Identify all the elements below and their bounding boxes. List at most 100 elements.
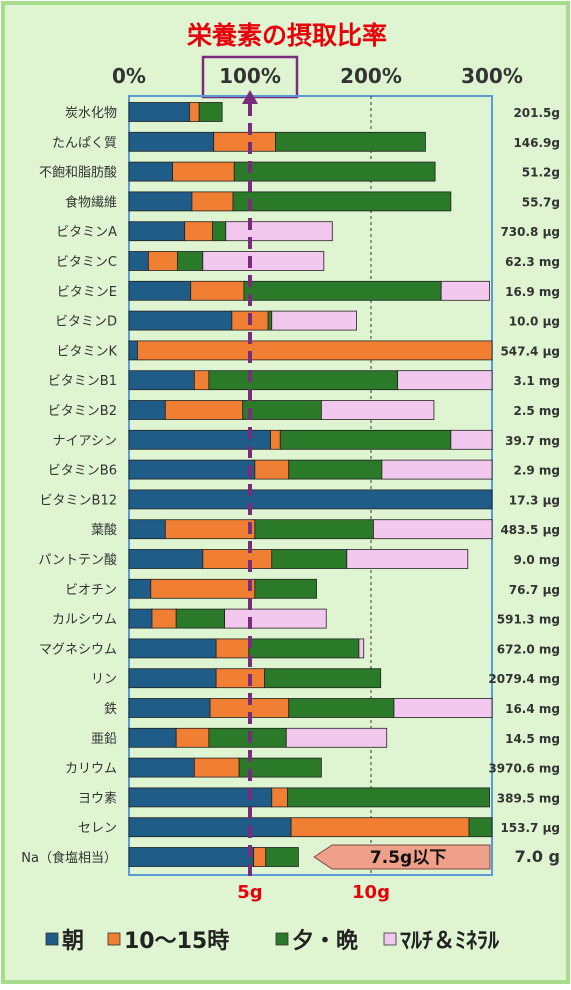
- legend-label: 朝: [62, 928, 84, 954]
- bar-segment: [238, 757, 322, 778]
- x-tick-label: 200%: [340, 64, 402, 88]
- legend-label: 夕・晩: [292, 928, 358, 954]
- amount-label: 3.1 mg: [513, 374, 560, 388]
- bottom-threshold-label: 5g: [237, 882, 262, 903]
- amount-label: 17.3 μg: [509, 493, 560, 507]
- category-label: カリウム: [65, 762, 117, 777]
- bar-segment: [128, 668, 217, 689]
- bar-segment: [128, 400, 166, 420]
- bar-segment: [128, 191, 193, 212]
- bar-segment: [193, 370, 210, 391]
- category-label: たんぱく質: [52, 136, 117, 151]
- bar-segment: [224, 608, 327, 629]
- bar-segment: [267, 310, 273, 331]
- amount-label: 76.7 μg: [509, 583, 560, 597]
- legend-swatch: [383, 932, 397, 946]
- bar-segment: [190, 280, 245, 301]
- bar-segment: [248, 638, 360, 659]
- category-label: ビタミンE: [57, 285, 117, 300]
- bar-segment: [440, 280, 490, 301]
- bar-segment: [128, 131, 215, 152]
- amount-label: 591.3 mg: [497, 613, 560, 627]
- amount-label: 547.4 μg: [500, 344, 560, 358]
- amount-label: 2079.4 mg: [488, 672, 560, 686]
- bar-segment: [208, 727, 287, 748]
- bar-segment: [128, 519, 166, 540]
- bar-segment: [150, 578, 256, 599]
- category-label: 亜鉛: [91, 732, 117, 747]
- category-label: ビタミンB6: [48, 464, 117, 479]
- category-label: マグネシウム: [39, 642, 117, 657]
- category-label: カルシウム: [52, 613, 117, 628]
- category-label: ビタミンB1: [48, 374, 117, 389]
- reference-arrow-head: [242, 90, 258, 104]
- bar-segment: [285, 727, 388, 748]
- category-label: ビタミンB12: [40, 493, 117, 508]
- bar-segment: [288, 698, 395, 718]
- category-label: 炭水化物: [65, 106, 117, 121]
- amount-label: 9.0 mg: [513, 553, 560, 567]
- amount-label: 389.5 mg: [497, 791, 560, 805]
- chart-title: 栄養素の摂取比率: [186, 21, 387, 50]
- amount-label: 2.9 mg: [513, 464, 560, 478]
- amount-label: 62.3 mg: [505, 255, 560, 269]
- bar-segment: [128, 757, 195, 778]
- bar-segment: [202, 251, 325, 271]
- category-label: ビタミンB2: [48, 404, 117, 419]
- bar-segment: [373, 519, 493, 540]
- category-label: 鉄: [104, 702, 117, 717]
- category-label: ビオチン: [65, 583, 117, 598]
- bar-segment: [189, 102, 200, 122]
- bar-segment: [254, 578, 317, 599]
- category-label: パントテン酸: [38, 553, 117, 568]
- bar-segment: [271, 310, 357, 331]
- bar-segment: [270, 429, 281, 450]
- bar-segment: [128, 340, 138, 361]
- amount-label: 483.5 μg: [500, 523, 560, 537]
- bar-segment: [225, 221, 333, 242]
- bar-segment: [128, 102, 190, 122]
- bar-segment: [175, 727, 210, 748]
- amount-label: 51.2g: [522, 166, 560, 180]
- bar-segment: [191, 191, 234, 212]
- bar-segment: [212, 221, 227, 242]
- category-label: Na（食塩相当）: [21, 850, 117, 866]
- legend-swatch: [45, 932, 59, 946]
- bar-segment: [450, 429, 493, 450]
- bar-segment: [346, 549, 469, 569]
- amount-label: 39.7 mg: [505, 434, 560, 448]
- amount-label: 16.4 mg: [505, 702, 560, 716]
- bar-segment: [243, 280, 442, 301]
- category-label: 葉酸: [91, 523, 117, 538]
- bar-segment: [381, 459, 493, 480]
- category-label: ビタミンD: [55, 315, 117, 330]
- category-label: ビタミンK: [56, 344, 117, 359]
- bar-segment: [172, 161, 235, 182]
- bar-segment: [271, 549, 348, 569]
- x-tick-label: 300%: [461, 64, 523, 88]
- legend-swatch: [107, 932, 121, 946]
- bar-segment: [233, 161, 436, 182]
- bottom-threshold-label: 10g: [352, 882, 390, 903]
- bar-segment: [128, 638, 217, 659]
- bar-segment: [213, 131, 276, 152]
- bar-segment: [147, 251, 178, 271]
- bar-segment: [468, 817, 493, 838]
- bar-segment: [128, 817, 292, 838]
- category-label: 食物繊維: [65, 194, 117, 210]
- bar-segment: [184, 221, 213, 242]
- legend-swatch: [275, 932, 289, 946]
- bar-segment: [128, 608, 153, 629]
- bar-segment: [208, 370, 399, 391]
- bar-segment: [128, 847, 255, 867]
- bar-segment: [176, 251, 204, 271]
- bar-segment: [265, 847, 299, 867]
- bar-segment: [128, 161, 173, 182]
- amount-label: 3970.6 mg: [488, 762, 560, 776]
- limit-annotation-label: 7.5g以下: [370, 848, 446, 868]
- amount-label: 14.5 mg: [505, 732, 560, 746]
- bar-segment: [215, 668, 265, 689]
- amount-label: 2.5 mg: [513, 404, 560, 418]
- bar-segment: [275, 131, 426, 152]
